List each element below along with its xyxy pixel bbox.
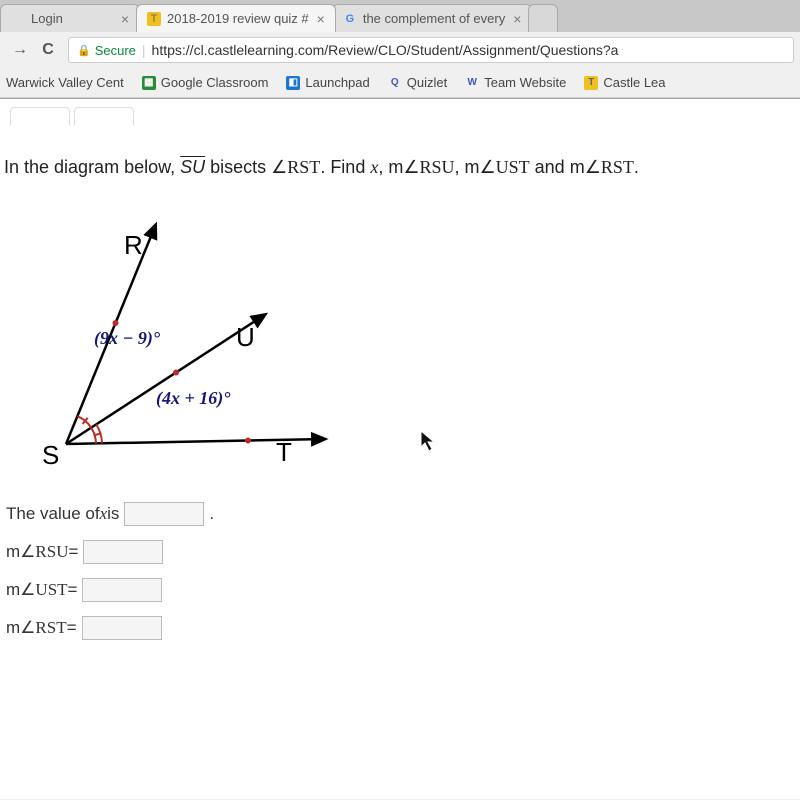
label-eq: = [68,542,78,562]
svg-text:R: R [124,230,143,260]
label: The value of [6,504,100,524]
q-prefix: In the diagram below, [4,157,180,177]
castle-icon: T [584,76,598,90]
label-m: m [6,542,20,562]
url-input[interactable]: 🔒 Secure | https://cl.castlelearning.com… [68,37,794,63]
tab-label: 2018-2019 review quiz # [167,11,309,26]
q-period: . [634,157,639,177]
ust-input[interactable] [82,578,162,602]
label-eq: = [67,618,77,638]
svg-text:(9x − 9)°: (9x − 9)° [94,328,161,349]
q-angle: ∠RST [271,157,320,177]
q-mid: bisects [205,157,271,177]
q-c1: , m [378,157,403,177]
close-icon[interactable]: × [113,11,129,27]
svg-text:U: U [236,322,255,352]
lock-icon: 🔒 [77,44,91,57]
q-angle: ∠RSU [403,157,454,177]
answer-row-ust: m ∠UST = [6,578,800,602]
label-x: x [100,504,108,524]
bookmark-label: Castle Lea [603,75,665,90]
bookmark-label: Warwick Valley Cent [6,75,124,90]
svg-text:(4x + 16)°: (4x + 16)° [156,388,231,409]
tab-login[interactable]: Login × [0,4,140,32]
bookmark-warwick[interactable]: Warwick Valley Cent [6,75,124,90]
tab-label: Login [31,11,63,26]
launchpad-icon: ◧ [286,76,300,90]
bookmark-label: Quizlet [407,75,447,90]
label-angle: ∠RST [20,618,66,638]
quizlet-icon: Q [388,76,402,90]
answer-row-x: The value of x is . [6,502,800,526]
classroom-icon: ▦ [142,76,156,90]
bookmark-classroom[interactable]: ▦ Google Classroom [142,75,269,90]
label-eq: = [68,580,78,600]
rst-input[interactable] [82,616,162,640]
page-content: In the diagram below, SU bisects ∠RST. F… [0,99,800,799]
bookmark-label: Google Classroom [161,75,269,90]
tab-bar: Login × T 2018-2019 review quiz # × G th… [0,0,800,32]
secure-indicator: 🔒 Secure [77,43,136,58]
browser-chrome: Login × T 2018-2019 review quiz # × G th… [0,0,800,99]
question-text: In the diagram below, SU bisects ∠RST. F… [0,127,800,196]
answer-section: The value of x is . m ∠RSU = m ∠UST = m … [0,502,800,640]
bookmark-label: Launchpad [305,75,369,90]
bookmark-teamwebsite[interactable]: W Team Website [465,75,566,90]
stub [10,107,70,125]
castle-favicon-icon: T [147,12,161,26]
secure-label: Secure [95,43,136,58]
bookmark-launchpad[interactable]: ◧ Launchpad [286,75,369,90]
tab-review-quiz[interactable]: T 2018-2019 review quiz # × [136,4,336,32]
google-favicon-icon: G [343,12,357,26]
svg-text:T: T [276,437,292,467]
new-tab-button[interactable] [528,4,558,32]
close-icon[interactable]: × [505,11,521,27]
content-tabs-stub [0,107,800,127]
label-m: m [6,618,20,638]
label-angle: ∠UST [20,580,67,600]
stub [74,107,134,125]
bookmark-label: Team Website [484,75,566,90]
q-angle: ∠RST [585,157,634,177]
q-after: . Find [320,157,370,177]
tab-favicon [11,12,25,26]
tab-label: the complement of every [363,11,505,26]
label-angle: ∠RSU [20,542,68,562]
rsu-input[interactable] [83,540,163,564]
answer-row-rst: m ∠RST = [6,616,800,640]
label: is [107,504,119,524]
diagram-svg: R U S T (9x − 9)° (4x + 16)° [36,204,356,484]
q-angle: ∠UST [480,157,530,177]
cursor-icon [420,430,438,458]
q-c2: , m [455,157,480,177]
forward-button[interactable]: → [8,38,32,62]
separator: | [142,42,146,58]
reload-button[interactable]: C [36,38,60,62]
q-segment: SU [180,157,205,177]
tab-google-search[interactable]: G the complement of every × [332,4,533,32]
bookmark-quizlet[interactable]: Q Quizlet [388,75,447,90]
x-value-input[interactable] [124,502,204,526]
angle-diagram: R U S T (9x − 9)° (4x + 16)° [36,204,356,484]
bookmark-castle[interactable]: T Castle Lea [584,75,665,90]
svg-text:S: S [42,440,59,470]
team-icon: W [465,76,479,90]
url-text: https://cl.castlelearning.com/Review/CLO… [152,42,619,58]
answer-row-rsu: m ∠RSU = [6,540,800,564]
close-icon[interactable]: × [309,11,325,27]
q-and: and m [530,157,585,177]
period: . [209,504,214,524]
bookmarks-bar: Warwick Valley Cent ▦ Google Classroom ◧… [0,68,800,98]
label-m: m [6,580,20,600]
address-bar: → C 🔒 Secure | https://cl.castlelearning… [0,32,800,68]
